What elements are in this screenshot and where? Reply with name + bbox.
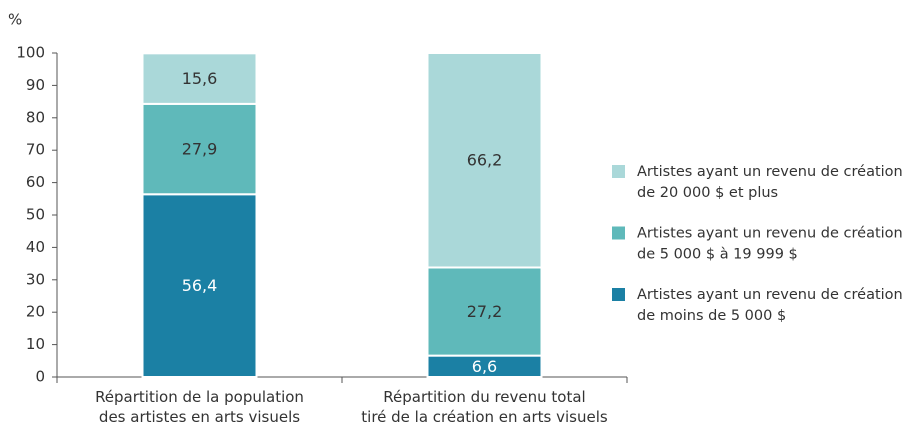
- legend-swatch: [612, 165, 625, 178]
- y-tick-label: 50: [26, 206, 45, 224]
- y-tick-label: 20: [26, 303, 45, 321]
- value-label: 27,2: [467, 302, 503, 321]
- value-label: 56,4: [182, 276, 218, 295]
- legend-swatch: [612, 226, 625, 240]
- legend-label: Artistes ayant un revenu de création de 2…: [637, 164, 903, 201]
- value-label: 15,6: [182, 69, 218, 88]
- value-label: 66,2: [467, 151, 503, 170]
- x-tick-label: Répartition du revenu total tiré de la cr…: [361, 388, 608, 426]
- bar-segment: [426, 52, 543, 269]
- value-label: 27,9: [182, 140, 218, 159]
- y-axis-label: %: [8, 11, 22, 29]
- y-tick-label: 40: [26, 238, 45, 256]
- bar-segment: [426, 266, 543, 357]
- y-tick-label: 90: [26, 76, 45, 94]
- bar-segment: [141, 193, 258, 378]
- bar-segment: [141, 52, 258, 105]
- value-label: 6,6: [472, 357, 497, 376]
- y-tick-label: 0: [35, 368, 45, 386]
- x-tick-label: Répartition de la population des artistes…: [95, 388, 304, 426]
- legend-label: Artistes ayant un revenu de création de m…: [637, 287, 903, 324]
- legend-swatch: [612, 288, 625, 301]
- y-tick-label: 70: [26, 141, 45, 159]
- y-tick-label: 80: [26, 108, 45, 126]
- y-tick-label: 10: [26, 335, 45, 353]
- bar-segment: [141, 102, 258, 196]
- y-tick-label: 100: [16, 44, 45, 62]
- legend-label: Artistes ayant un revenu de création de 5…: [637, 226, 903, 263]
- y-tick-label: 30: [26, 270, 45, 288]
- y-tick-label: 60: [26, 173, 45, 191]
